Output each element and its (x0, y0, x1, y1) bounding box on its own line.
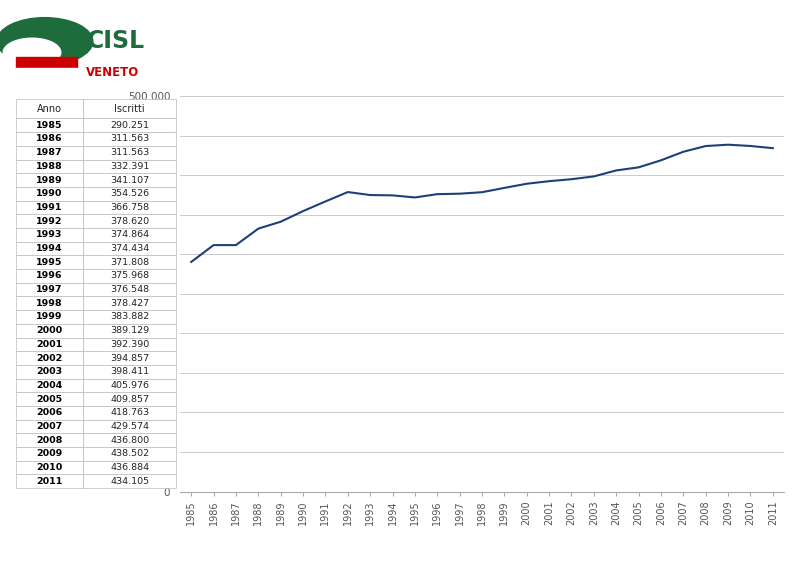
Text: VENETO: VENETO (86, 67, 140, 80)
Circle shape (0, 18, 93, 65)
Bar (16, 68, 77, 90)
Circle shape (3, 38, 61, 67)
Bar (16, 57, 77, 68)
Text: CISL: CISL (86, 29, 145, 53)
